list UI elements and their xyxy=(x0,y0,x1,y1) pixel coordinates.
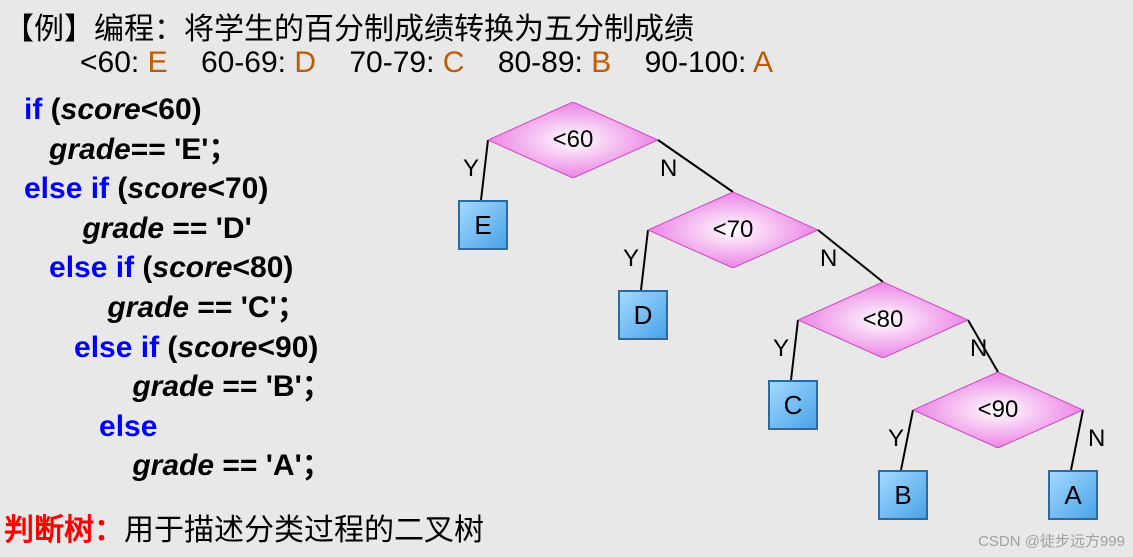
decision-node-d90: <90 xyxy=(913,372,1083,448)
footer-text: 用于描述分类过程的二叉树 xyxy=(124,514,484,547)
leaf-node-a: A xyxy=(1048,470,1098,520)
decision-tree: YNYNYNYN<60<70<80<90EDCBA xyxy=(428,100,1128,500)
rubric-range-5: 90-100: xyxy=(645,46,747,79)
footer-note: 判断树：用于描述分类过程的二叉树 xyxy=(4,505,484,549)
rubric-grade-5: A xyxy=(753,46,773,79)
leaf-node-d: D xyxy=(618,290,668,340)
edge-label-n: N xyxy=(820,245,837,273)
rubric-range-4: 80-89: xyxy=(498,46,583,79)
edge-label-y: Y xyxy=(773,335,789,363)
rubric-range-2: 60-69: xyxy=(201,46,286,79)
code-line-2: grade== 'E'； xyxy=(24,130,332,170)
footer-label: 判断树： xyxy=(4,514,124,547)
code-line-3: else if (score<70) xyxy=(24,169,332,209)
edge-label-n: N xyxy=(660,155,677,183)
slide-root: 【例】编程：将学生的百分制成绩转换为五分制成绩 <60: E 60-69: D … xyxy=(0,0,1133,557)
title-prefix: 【例】编程： xyxy=(4,13,184,46)
watermark: CSDN @徒步远方999 xyxy=(978,530,1125,551)
grade-rubric: <60: E 60-69: D 70-79: C 80-89: B 90-100… xyxy=(80,46,773,80)
leaf-node-b: B xyxy=(878,470,928,520)
rubric-range-3: 70-79: xyxy=(349,46,434,79)
code-line-1: if (score<60) xyxy=(24,90,332,130)
code-block: if (score<60) grade== 'E'； else if (scor… xyxy=(24,90,332,486)
rubric-range-1: <60: xyxy=(80,46,139,79)
code-line-7: else if (score<90) xyxy=(24,328,332,368)
rubric-grade-2: D xyxy=(294,46,316,79)
leaf-node-c: C xyxy=(768,380,818,430)
decision-node-d60: <60 xyxy=(488,102,658,178)
code-line-4: grade == 'D' xyxy=(24,209,332,249)
code-line-6: grade == 'C'； xyxy=(24,288,332,328)
edge-label-y: Y xyxy=(623,245,639,273)
edge-label-n: N xyxy=(1088,425,1105,453)
rubric-grade-4: B xyxy=(591,46,611,79)
decision-node-d70: <70 xyxy=(648,192,818,268)
title: 【例】编程：将学生的百分制成绩转换为五分制成绩 xyxy=(4,4,694,48)
code-line-9: else xyxy=(24,407,332,447)
edge-label-n: N xyxy=(970,335,987,363)
edge-label-y: Y xyxy=(888,425,904,453)
leaf-node-e: E xyxy=(458,200,508,250)
code-line-8: grade == 'B'； xyxy=(24,367,332,407)
title-text: 将学生的百分制成绩转换为五分制成绩 xyxy=(184,13,694,46)
code-line-5: else if (score<80) xyxy=(24,248,332,288)
edge-label-y: Y xyxy=(463,155,479,183)
rubric-grade-3: C xyxy=(443,46,465,79)
code-line-10: grade == 'A'； xyxy=(24,446,332,486)
rubric-grade-1: E xyxy=(148,46,168,79)
decision-node-d80: <80 xyxy=(798,282,968,358)
